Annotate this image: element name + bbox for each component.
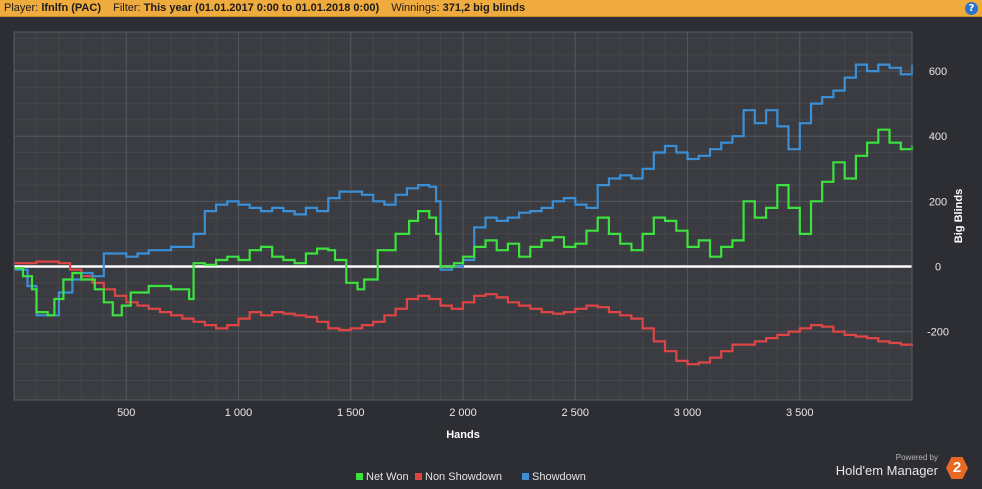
winnings-label: Winnings: <box>391 2 440 14</box>
y-tick-label: -200 <box>927 327 949 339</box>
x-tick-label: 3 500 <box>786 407 814 419</box>
legend-entry: Net Won <box>366 471 409 483</box>
product-name: Hold'em Manager <box>835 463 938 478</box>
plot-border <box>13 31 913 401</box>
legend-swatch <box>522 473 529 480</box>
y-tick-label: 0 <box>935 261 941 273</box>
hem2-logo-icon: 2 <box>946 457 968 479</box>
legend-swatch <box>356 473 363 480</box>
y-tick-label: 600 <box>929 66 947 78</box>
y-axis-title: Big Blinds <box>953 189 965 243</box>
player-label: Player: <box>4 2 39 14</box>
x-tick-label: 1 000 <box>225 407 253 419</box>
x-tick-label: 3 000 <box>674 407 702 419</box>
powered-by-text: Powered by <box>895 453 938 462</box>
branding: Powered by Hold'em Manager 2 <box>828 453 968 483</box>
series-line-showdown <box>14 63 914 317</box>
legend-swatch <box>415 473 422 480</box>
filter-value[interactable]: This year (01.01.2017 0:00 to 01.01.2018… <box>143 2 380 14</box>
help-icon[interactable]: ? <box>965 2 978 15</box>
y-tick-label: 400 <box>929 131 947 143</box>
player-value: lfnlfn (PAC) <box>41 2 101 14</box>
y-tick-label: 200 <box>929 196 947 208</box>
x-tick-label: 500 <box>117 407 135 419</box>
series-line-non-showdown <box>14 260 914 366</box>
filter-label: Filter: <box>113 2 141 14</box>
x-tick-label: 1 500 <box>337 407 365 419</box>
x-tick-label: 2 000 <box>449 407 477 419</box>
x-tick-label: 2 500 <box>561 407 589 419</box>
legend-entry: Non Showdown <box>425 471 502 483</box>
winnings-graph: 500 1 000 1 500 2 000 2 500 3 000 3 500 -200 0 20… <box>13 31 965 483</box>
legend-entry: Showdown <box>532 471 586 483</box>
series-line-net-won <box>14 128 914 317</box>
x-axis-title: Hands <box>446 429 480 441</box>
winnings-value: 371,2 big blinds <box>442 2 526 14</box>
report-header-bar: Player: lfnlfn (PAC) Filter: This year (… <box>0 0 982 17</box>
